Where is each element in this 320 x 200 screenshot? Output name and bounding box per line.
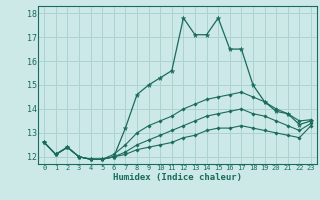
X-axis label: Humidex (Indice chaleur): Humidex (Indice chaleur) [113,173,242,182]
